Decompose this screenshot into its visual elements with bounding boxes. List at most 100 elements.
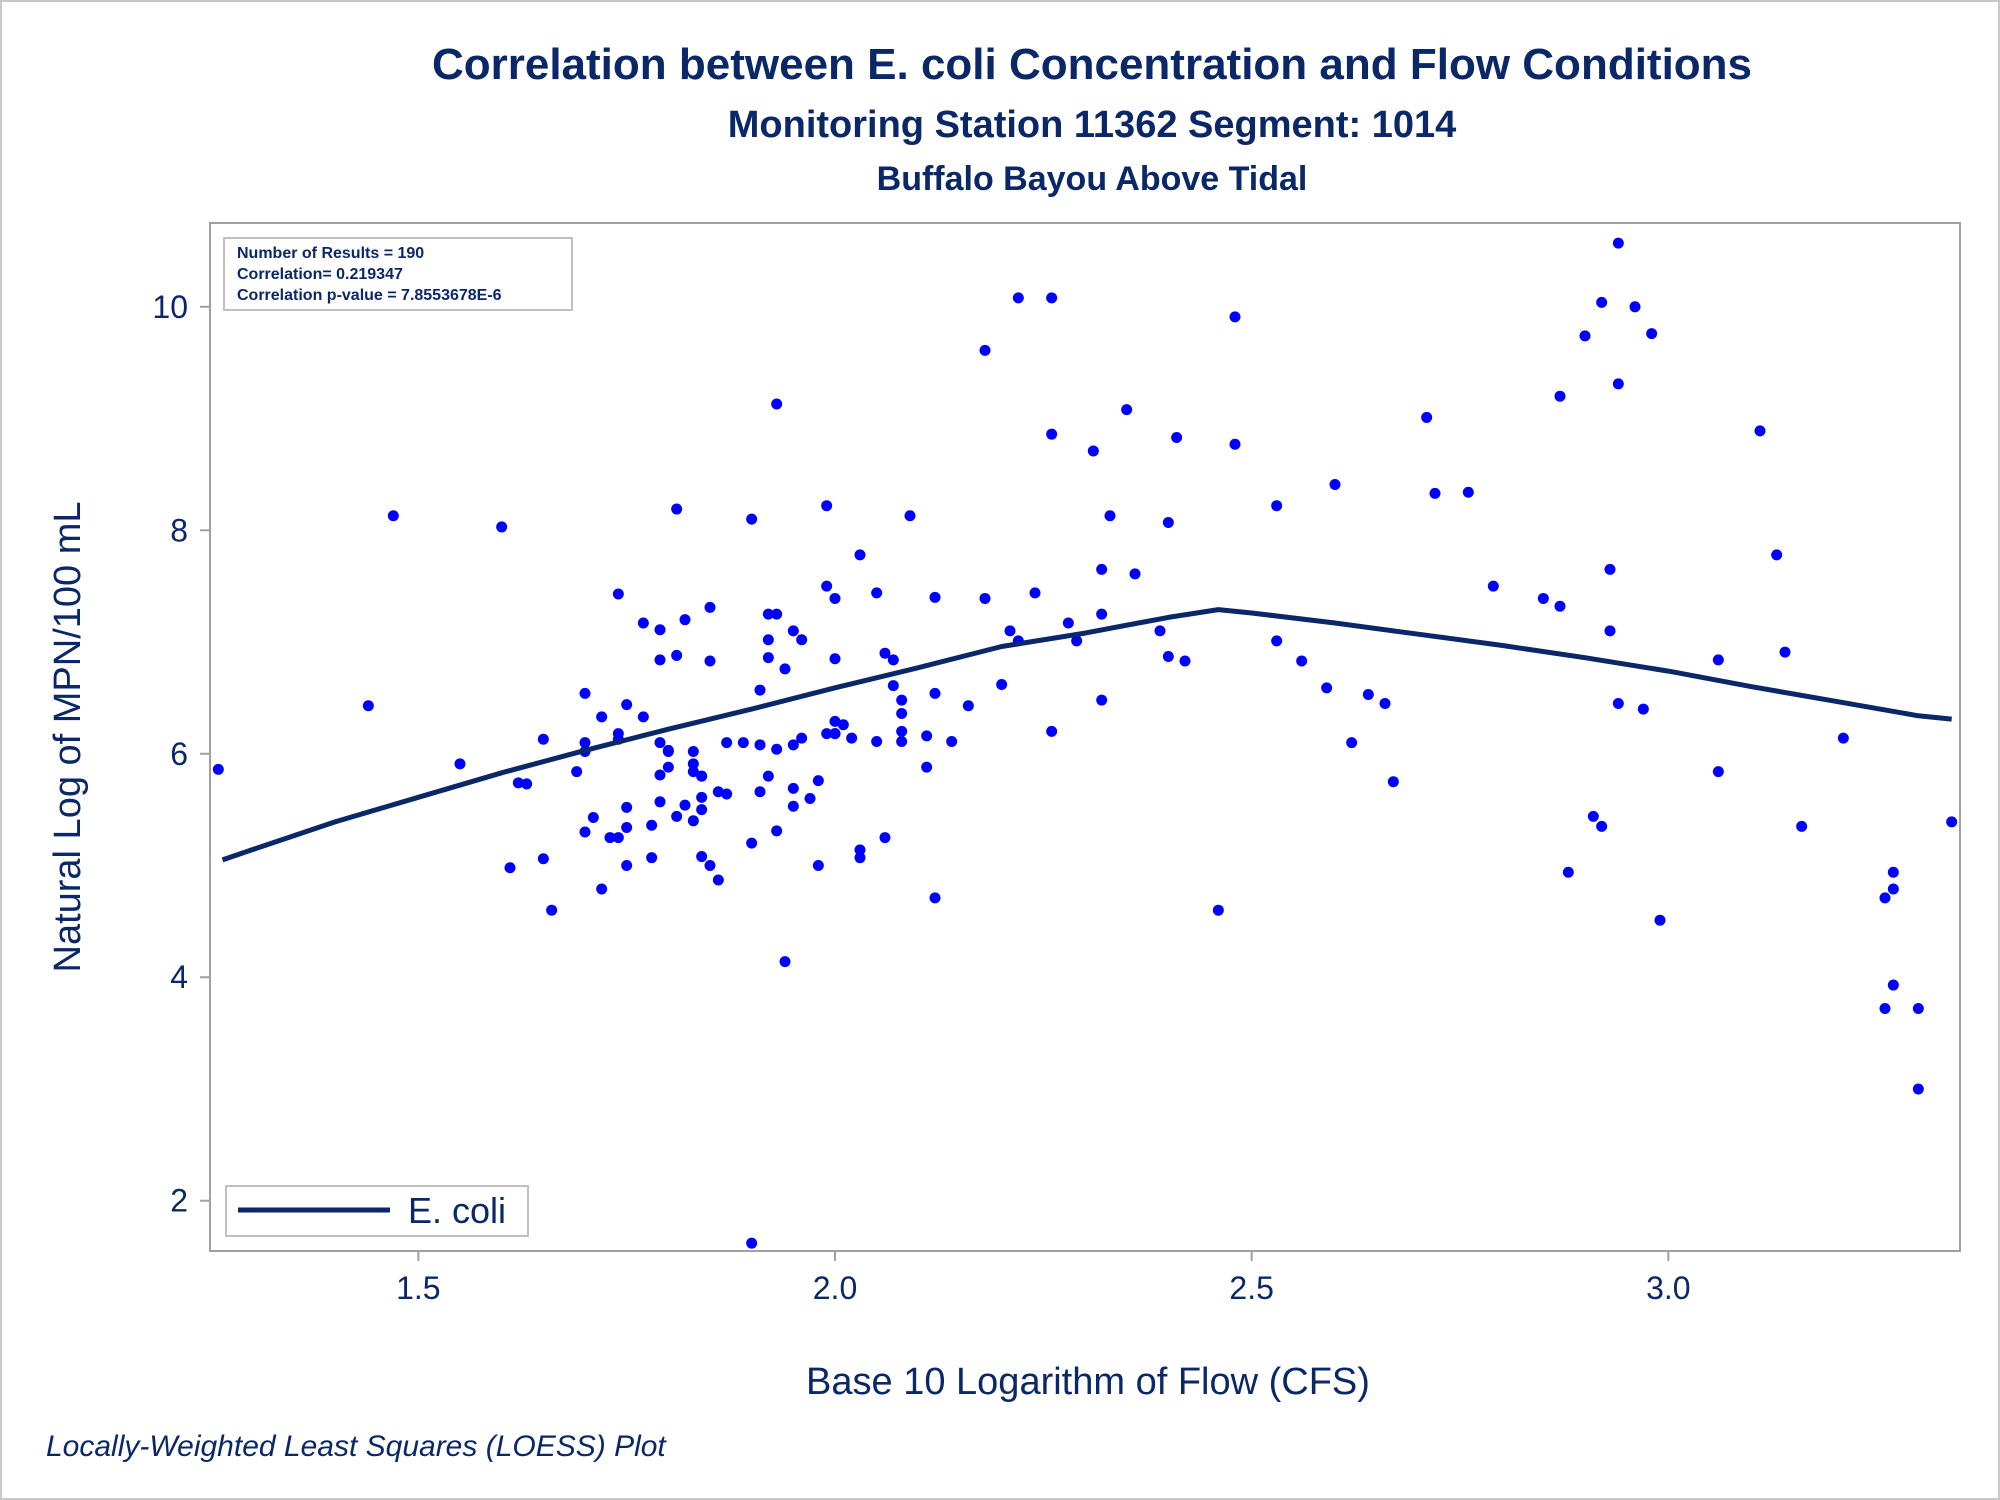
data-point [1329, 478, 1341, 490]
data-point [537, 853, 549, 865]
stats-correlation: Correlation= 0.219347 [237, 266, 403, 283]
data-point [921, 761, 933, 773]
data-point [696, 770, 708, 782]
data-point [579, 687, 591, 699]
data-point [1012, 292, 1024, 304]
data-point [754, 786, 766, 798]
data-point [1087, 445, 1099, 457]
data-point [1796, 820, 1808, 832]
data-point [879, 832, 891, 844]
data-point [1712, 766, 1724, 778]
data-point [762, 608, 774, 620]
data-point [671, 503, 683, 515]
data-point [821, 500, 833, 512]
data-point [804, 792, 816, 804]
data-point [679, 799, 691, 811]
data-point [762, 634, 774, 646]
data-point [787, 625, 799, 637]
data-point [1629, 301, 1641, 313]
data-point [779, 663, 791, 675]
data-point [837, 719, 849, 731]
data-point [1837, 732, 1849, 744]
data-point [571, 766, 583, 778]
data-point [1029, 587, 1041, 599]
data-point [896, 694, 908, 706]
data-point [1946, 816, 1958, 828]
data-point [696, 791, 708, 803]
data-point [587, 811, 599, 823]
data-point [1712, 654, 1724, 666]
data-point [796, 634, 808, 646]
data-point [704, 601, 716, 613]
data-point [787, 800, 799, 812]
data-point [762, 652, 774, 664]
data-point [771, 743, 783, 755]
data-point [1296, 655, 1308, 667]
data-point [579, 826, 591, 838]
data-point [679, 614, 691, 626]
data-point [454, 758, 466, 770]
data-point [821, 580, 833, 592]
data-point [362, 700, 374, 712]
data-point [662, 746, 674, 758]
data-point [1587, 810, 1599, 822]
stats-p-value: Correlation p-value = 7.8553678E-6 [237, 287, 502, 304]
data-point [521, 778, 533, 790]
chart-subtitle-2: Buffalo Bayou Above Tidal [876, 160, 1308, 198]
data-point [979, 344, 991, 356]
data-point [979, 592, 991, 604]
data-point [854, 852, 866, 864]
data-point [962, 700, 974, 712]
y-tick-label: 10 [152, 289, 188, 325]
data-point [1171, 432, 1183, 444]
data-point [1754, 425, 1766, 437]
loess-line-group [221, 607, 1952, 863]
data-point [1612, 378, 1624, 390]
data-point [1004, 625, 1016, 637]
data-point [596, 711, 608, 723]
data-point [1096, 608, 1108, 620]
footnote: Locally-Weighted Least Squares (LOESS) P… [46, 1430, 666, 1463]
data-point [762, 770, 774, 782]
data-point [1096, 694, 1108, 706]
data-point [546, 904, 558, 916]
data-point [946, 735, 958, 747]
data-point [662, 761, 674, 773]
data-point [1887, 883, 1899, 895]
data-point [1179, 655, 1191, 667]
data-point [1604, 625, 1616, 637]
scatter-points [212, 237, 1958, 1249]
data-point [1771, 549, 1783, 561]
data-point [537, 733, 549, 745]
data-point [1046, 428, 1058, 440]
data-point [1162, 516, 1174, 528]
data-point [779, 956, 791, 968]
data-point [821, 728, 833, 740]
x-tick-label: 1.5 [396, 1270, 440, 1306]
data-point [654, 624, 666, 636]
data-point [646, 852, 658, 864]
data-point [1779, 646, 1791, 658]
y-tick-label: 6 [170, 736, 188, 772]
stats-box: Number of Results = 190 Correlation= 0.2… [223, 237, 573, 311]
data-point [829, 592, 841, 604]
data-point [1071, 635, 1083, 647]
data-point [646, 819, 658, 831]
data-point [704, 860, 716, 871]
data-point [871, 587, 883, 599]
data-point [1612, 697, 1624, 709]
y-tick-label: 8 [170, 512, 188, 548]
x-axis: 1.5 2.0 2.5 3.0 [396, 1251, 1691, 1306]
data-point [812, 860, 824, 871]
data-point [829, 728, 841, 740]
data-point [512, 777, 524, 789]
data-point [612, 588, 624, 600]
data-point [746, 1237, 758, 1249]
data-point [1154, 625, 1166, 637]
data-point [1271, 500, 1283, 512]
data-point [746, 513, 758, 525]
data-point [696, 804, 708, 816]
data-point [1887, 979, 1899, 991]
data-point [929, 687, 941, 699]
